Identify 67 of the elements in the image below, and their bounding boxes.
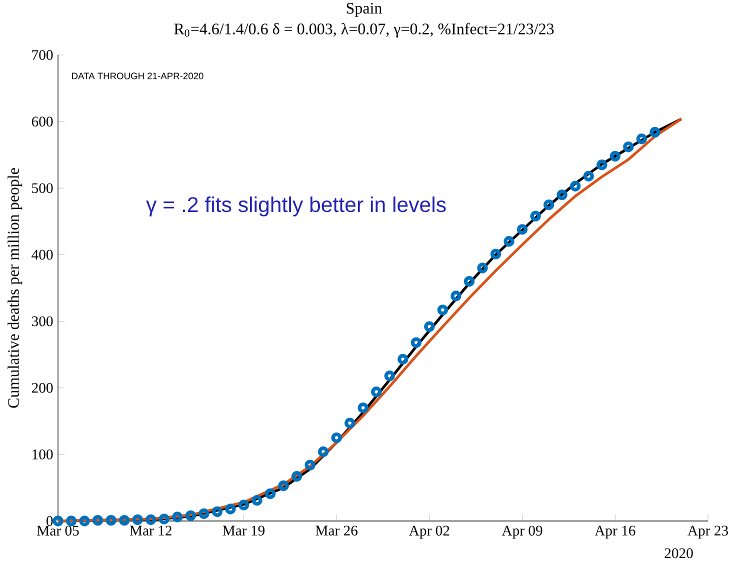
x-tick-label: Apr 09 (502, 526, 542, 539)
point (583, 170, 594, 182)
point (437, 304, 448, 316)
y-axis-title: Cumulative deaths per million people (8, 168, 22, 408)
point (623, 142, 634, 152)
point (344, 418, 356, 428)
y-tick-label: 500 (32, 183, 53, 194)
x-tick-label: Apr 02 (409, 526, 450, 539)
chart-subtitle: R$_{0}$=4.6/1.4/0.6 δ = 0.003, λ=0.07, γ=0.2, %Infect=21/23/23 (174, 22, 554, 38)
point (264, 488, 276, 500)
point (610, 150, 620, 162)
y-tick-label: 600 (32, 116, 53, 127)
point (291, 471, 302, 482)
point (556, 189, 568, 200)
point (331, 432, 342, 444)
point (543, 199, 554, 210)
x-tick-label: Mar 26 (316, 526, 358, 536)
point (238, 500, 250, 510)
point (464, 276, 475, 287)
x-tick-label: Apr 16 (594, 526, 636, 539)
y-tick-label: 700 (32, 50, 53, 60)
annotation: γ = .2 fits slightly better in levels (146, 196, 446, 216)
point (650, 126, 660, 138)
point (490, 248, 502, 260)
x-tick-label: Mar 12 (130, 526, 172, 536)
point (424, 321, 435, 332)
point (252, 495, 262, 506)
point (304, 460, 316, 470)
point (371, 386, 382, 398)
point (318, 446, 329, 458)
point (118, 514, 130, 526)
point (158, 514, 170, 524)
y-tick-label: 400 (32, 250, 53, 260)
point (596, 160, 608, 170)
point (358, 402, 368, 414)
point (477, 262, 488, 274)
point (384, 370, 395, 382)
text: 2020 (664, 548, 693, 558)
point (79, 516, 90, 526)
chart-title: Spain (346, 2, 382, 17)
annotation: DATA THROUGH 21-APR-2020 (72, 72, 204, 80)
y-tick-label: 0 (46, 516, 53, 526)
x-tick-label: Mar 05 (37, 526, 79, 536)
point (92, 514, 104, 526)
point (570, 180, 581, 192)
point (146, 514, 156, 525)
point (132, 514, 143, 525)
point (636, 134, 647, 144)
y-tick-label: 100 (32, 449, 53, 460)
point (225, 504, 236, 514)
point (410, 337, 422, 348)
y-tick-label: 300 (32, 316, 53, 326)
point (530, 210, 541, 222)
point (504, 236, 514, 247)
point (198, 508, 210, 519)
point (450, 290, 462, 302)
point (398, 354, 408, 365)
y-tick-label: 200 (32, 382, 53, 393)
x-tick-label: Mar 19 (222, 526, 264, 536)
point (185, 510, 196, 521)
point (278, 480, 289, 492)
point (106, 514, 116, 526)
point (66, 516, 77, 526)
point (516, 224, 528, 235)
x-tick-label: Apr 23 (688, 526, 728, 539)
point (172, 512, 183, 522)
point (212, 506, 223, 518)
